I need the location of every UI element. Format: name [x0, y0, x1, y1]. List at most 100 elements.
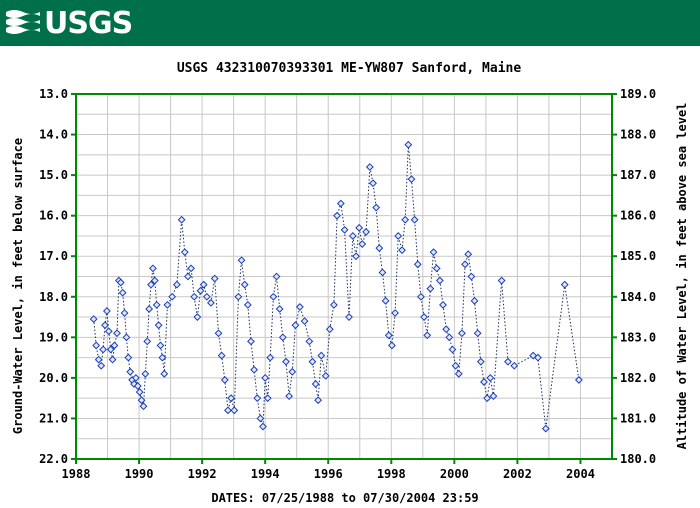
x-tick-label: 2002 — [503, 467, 532, 481]
y2-tick-label: 182.0 — [620, 371, 656, 385]
data-point — [510, 361, 519, 370]
x-tick-label: 1998 — [377, 467, 406, 481]
data-point — [237, 256, 246, 265]
data-point — [432, 264, 441, 273]
data-point — [118, 288, 127, 297]
data-point — [137, 396, 146, 405]
data-point — [250, 365, 259, 374]
data-point — [220, 376, 229, 384]
data-point — [150, 276, 159, 285]
data-point — [122, 333, 131, 342]
data-point — [369, 179, 377, 188]
data-point — [464, 250, 473, 259]
data-point — [180, 248, 189, 257]
data-point — [149, 264, 157, 273]
data-point — [247, 337, 255, 346]
data-point — [108, 355, 117, 364]
data-point — [207, 298, 215, 307]
y2-tick-label: 186.0 — [620, 209, 656, 223]
data-point — [442, 325, 451, 334]
data-point — [375, 244, 384, 253]
data-point — [461, 260, 469, 269]
data-point — [483, 394, 492, 403]
data-point — [158, 353, 167, 362]
y2-tick-label: 185.0 — [620, 249, 656, 263]
chart-title: USGS 432310070393301 ME-YW807 Sanford, M… — [177, 61, 522, 76]
x-tick-label: 2000 — [440, 467, 469, 481]
data-point — [288, 367, 297, 376]
y-tick-label: 18.0 — [39, 290, 68, 304]
data-point — [417, 292, 425, 301]
y2-tick-label: 189.0 — [620, 87, 656, 101]
data-point — [401, 215, 410, 224]
data-point — [120, 309, 129, 317]
data-point — [413, 260, 422, 269]
data-point — [321, 371, 330, 380]
y2-tick-label: 183.0 — [620, 330, 656, 344]
x-tick-label: 1990 — [125, 467, 154, 481]
data-point — [266, 353, 275, 362]
data-point — [243, 300, 252, 309]
data-point — [352, 252, 360, 261]
data-point — [560, 280, 569, 289]
data-point — [269, 292, 278, 301]
data-point — [372, 203, 381, 212]
data-point — [435, 276, 444, 285]
y2-tick-label: 188.0 — [620, 128, 656, 142]
data-point — [533, 353, 542, 362]
data-point — [184, 272, 192, 281]
data-point — [113, 329, 121, 338]
data-point — [541, 424, 550, 433]
y-tick-label: 16.0 — [39, 209, 68, 223]
data-point — [193, 313, 202, 321]
data-point — [97, 361, 106, 370]
y-tick-label: 13.0 — [39, 87, 68, 101]
data-point — [253, 394, 262, 403]
data-point — [410, 215, 419, 224]
x-axis-label: DATES: 07/25/1988 to 07/30/2004 23:59 — [211, 491, 478, 505]
data-point — [240, 280, 249, 289]
data-point — [139, 402, 148, 411]
data-point — [217, 351, 226, 360]
data-point — [300, 317, 309, 326]
y2-tick-label: 184.0 — [620, 290, 656, 304]
x-tick-label: 2004 — [566, 467, 595, 481]
data-point — [348, 232, 357, 240]
data-point — [196, 286, 205, 295]
data-point — [345, 313, 353, 321]
x-axis-ticks: 1988 1990 1992 1994 1996 1998 2000 2002 2004 — [62, 459, 595, 481]
data-point — [394, 232, 403, 240]
y2-tick-label: 180.0 — [620, 452, 656, 466]
data-point — [398, 246, 406, 255]
data-point — [224, 406, 232, 415]
data-point — [99, 345, 108, 354]
y2-axis-label: Altitude of Water Level, in feet above s… — [675, 103, 689, 450]
data-point — [230, 406, 239, 415]
data-point — [384, 331, 393, 340]
usgs-logo[interactable]: USGS — [6, 5, 133, 41]
data-point — [259, 422, 267, 431]
usgs-logo-text: USGS — [44, 5, 133, 41]
data-point — [451, 361, 460, 370]
x-tick-label: 1996 — [314, 467, 343, 481]
data-point — [330, 300, 338, 309]
data-point — [467, 272, 476, 281]
data-point — [423, 331, 432, 340]
usgs-logo-icon — [6, 10, 40, 34]
data-point — [365, 163, 374, 171]
data-point — [305, 337, 314, 346]
data-point — [458, 329, 466, 338]
data-point — [143, 337, 152, 346]
data-point — [529, 351, 538, 360]
data-point — [147, 280, 155, 289]
data-point — [480, 378, 488, 386]
data-point — [454, 369, 463, 378]
data-point — [420, 313, 428, 321]
y-tick-label: 21.0 — [39, 411, 68, 425]
x-tick-label: 1992 — [188, 467, 217, 481]
data-point — [470, 296, 479, 305]
y-axis-label: Ground-Water Level, in feet below surfac… — [11, 138, 25, 434]
data-point — [407, 175, 416, 184]
data-point — [102, 307, 111, 315]
data-point — [168, 292, 177, 301]
